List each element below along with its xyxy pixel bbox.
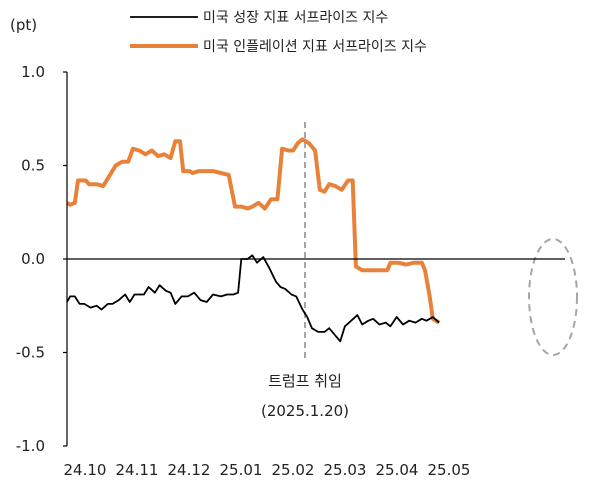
y-tick-label: -0.5: [16, 344, 45, 362]
x-tick-label: 24.11: [116, 461, 159, 479]
y-tick-label: -1.0: [16, 437, 45, 455]
inauguration-marker-label: (2025.1.20): [261, 402, 349, 420]
y-tick-label: 0.0: [21, 250, 45, 268]
x-tick-label: 25.04: [376, 461, 419, 479]
y-axis-ticks: 1.0 0.5 0.0 -0.5 -1.0: [16, 63, 67, 455]
annotations: 트럼프 취임 (2025.1.20): [261, 122, 578, 420]
highlight-ellipse: [528, 238, 578, 356]
series-inflation-line: [65, 137, 441, 325]
x-tick-label: 24.10: [64, 461, 107, 479]
x-tick-label: 25.02: [272, 461, 315, 479]
y-tick-label: 1.0: [21, 63, 45, 81]
x-tick-label: 25.03: [324, 461, 367, 479]
y-unit-label: (pt): [10, 16, 37, 34]
inauguration-marker-label: 트럼프 취임: [268, 372, 342, 390]
x-tick-label: 25.05: [428, 461, 471, 479]
legend-label: 미국 인플레이션 지표 서프라이즈 지수: [203, 39, 427, 55]
x-tick-label: 24.12: [168, 461, 211, 479]
series-growth-line: [66, 254, 440, 343]
legend-label: 미국 성장 지표 서프라이즈 지수: [203, 10, 388, 26]
x-tick-label: 25.01: [220, 461, 263, 479]
y-tick-label: 0.5: [21, 157, 45, 175]
series-layer: [65, 137, 441, 343]
x-axis-ticks: 24.10 24.11 24.12 25.01 25.02 25.03 25.04 25.05: [64, 461, 471, 479]
